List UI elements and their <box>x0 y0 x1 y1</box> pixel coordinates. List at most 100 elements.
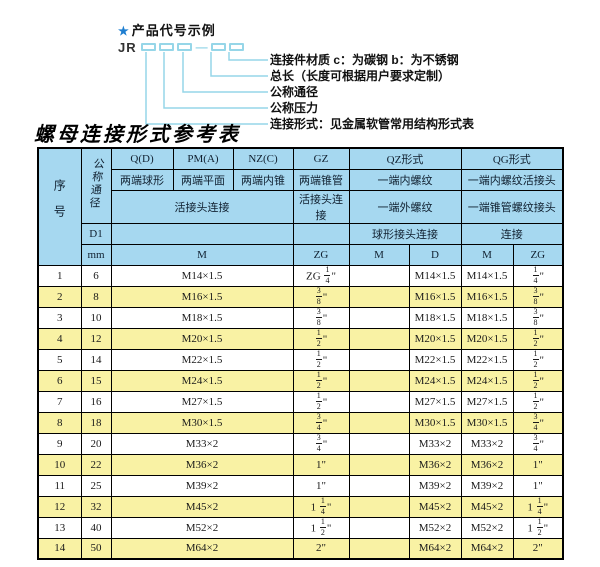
cell-dn: 14 <box>80 348 112 371</box>
cell-no: 1 <box>37 264 82 287</box>
table-row: 3 10 M18×1.5 3 8 " M18×1.5 M18×1.5 3 8 " <box>37 306 564 329</box>
table-row: 14 50 M64×2 2" M64×2 M64×2 2" <box>37 537 564 560</box>
cell-qz-d: M30×1.5 <box>408 411 462 434</box>
cell-qg-m: M45×2 <box>460 495 514 518</box>
header-qg-conn2: 连接 <box>460 222 564 245</box>
header-qg-conn: 一端锥管螺纹接头 <box>460 189 564 224</box>
cell-dn: 10 <box>80 306 112 329</box>
cell-dn: 20 <box>80 432 112 455</box>
cell-zg: 1 2 " <box>292 327 350 350</box>
cell-dn: 40 <box>80 516 112 539</box>
cell-qz-d: M36×2 <box>408 453 462 476</box>
cell-qg-m: M36×2 <box>460 453 514 476</box>
cell-qg-zg: 3 8 " <box>512 285 564 308</box>
cell-qz-d: M14×1.5 <box>408 264 462 287</box>
table-header: 序号 公称通径 Q(D) PM(A) NZ(C) GZ QZ形式 QG形式 两端… <box>37 147 564 266</box>
cell-qg-zg: 1 2 " <box>512 369 564 392</box>
cell-dn: 50 <box>80 537 112 560</box>
cell-zg: 1" <box>292 474 350 497</box>
code-box <box>228 43 244 51</box>
cell-qg-zg: 3 8 " <box>512 306 564 329</box>
cell-dn: 25 <box>80 474 112 497</box>
product-code-row: JR — <box>118 39 247 55</box>
cell-qz-d: M64×2 <box>408 537 462 560</box>
table-row: 6 15 M24×1.5 1 2 " M24×1.5 M24×1.5 1 2 " <box>37 369 564 392</box>
cell-qg-zg: 1" <box>512 453 564 476</box>
cell-zg: 1" <box>292 453 350 476</box>
cell-zg: 1 2 " <box>292 369 350 392</box>
cell-qg-m: M14×1.5 <box>460 264 514 287</box>
cell-zg: 3 8 " <box>292 285 350 308</box>
cell-qz-d: M20×1.5 <box>408 327 462 350</box>
cell-zg: 2" <box>292 537 350 560</box>
table-row: 13 40 M52×2 1 1 2 " M52×2 M52×2 1 1 2 " <box>37 516 564 539</box>
cell-qg-zg: 3 4 " <box>512 432 564 455</box>
table-row: 9 20 M33×2 3 4 " M33×2 M33×2 3 4 " <box>37 432 564 455</box>
cell-m: M27×1.5 <box>110 390 294 413</box>
header-m-unit: M <box>110 243 294 266</box>
cell-qg-zg: 1 2 " <box>512 348 564 371</box>
header-pm: PM(A) <box>172 147 234 170</box>
cell-qz-m <box>348 285 410 308</box>
header-qz-desc: 一端内螺纹 <box>348 168 462 191</box>
cell-dn: 16 <box>80 390 112 413</box>
cell-qz-m <box>348 264 410 287</box>
cell-no: 7 <box>37 390 82 413</box>
cell-qz-m <box>348 306 410 329</box>
cell-no: 11 <box>37 474 82 497</box>
cell-m: M36×2 <box>110 453 294 476</box>
cell-qz-d: M52×2 <box>408 516 462 539</box>
cell-dn: 15 <box>80 369 112 392</box>
cell-qg-zg: 1" <box>512 474 564 497</box>
cell-qg-m: M52×2 <box>460 516 514 539</box>
header-qg: QG形式 <box>460 147 564 170</box>
table-row: 1 6 M14×1.5 ZG 1 4 " M14×1.5 M14×1.5 1 4 " <box>37 264 564 287</box>
cell-qg-m: M22×1.5 <box>460 348 514 371</box>
legend-label-length: 总长（长度可根据用户要求定制） <box>270 69 451 83</box>
header-qd: Q(D) <box>110 147 174 170</box>
cell-no: 9 <box>37 432 82 455</box>
legend-label-material: 连接件材质 c：为碳钢 b：为不锈钢 <box>270 53 459 67</box>
cell-qz-d: M18×1.5 <box>408 306 462 329</box>
legend-label-connection: 连接形式：见金属软管常用结构形式表 <box>270 117 475 131</box>
cell-qz-m <box>348 453 410 476</box>
cell-qg-zg: 1 2 " <box>512 390 564 413</box>
cell-qg-m: M16×1.5 <box>460 285 514 308</box>
legend-title: 产品代号示例 <box>131 23 216 38</box>
code-box <box>158 43 174 51</box>
cell-m: M33×2 <box>110 432 294 455</box>
header-nz-desc: 两端内锥 <box>232 168 294 191</box>
table-row: 12 32 M45×2 1 1 4 " M45×2 M45×2 1 1 4 " <box>37 495 564 518</box>
cell-dn: 6 <box>80 264 112 287</box>
code-prefix: JR <box>118 39 137 55</box>
cell-m: M45×2 <box>110 495 294 518</box>
cell-no: 4 <box>37 327 82 350</box>
header-seq: 序号 <box>37 147 82 266</box>
cell-qg-zg: 1 4 " <box>512 264 564 287</box>
table-row: 11 25 M39×2 1" M39×2 M39×2 1" <box>37 474 564 497</box>
cell-qz-d: M39×2 <box>408 474 462 497</box>
cell-m: M52×2 <box>110 516 294 539</box>
cell-m: M14×1.5 <box>110 264 294 287</box>
cell-m: M22×1.5 <box>110 348 294 371</box>
cell-qg-zg: 1 1 2 " <box>512 516 564 539</box>
header-qz-m-unit: M <box>348 243 410 266</box>
cell-dn: 22 <box>80 453 112 476</box>
table-row: 7 16 M27×1.5 1 2 " M27×1.5 M27×1.5 1 2 " <box>37 390 564 413</box>
cell-no: 8 <box>37 411 82 434</box>
nut-connection-table: 序号 公称通径 Q(D) PM(A) NZ(C) GZ QZ形式 QG形式 两端… <box>37 147 565 560</box>
cell-no: 12 <box>37 495 82 518</box>
legend-label-diameter: 公称通径 <box>270 85 319 99</box>
header-qz-d-unit: D <box>408 243 462 266</box>
header-dn: 公称通径 <box>80 147 112 224</box>
cell-zg: 3 8 " <box>292 306 350 329</box>
table-row: 5 14 M22×1.5 1 2 " M22×1.5 M22×1.5 1 2 " <box>37 348 564 371</box>
code-box <box>210 43 226 51</box>
code-dash: — <box>195 40 208 54</box>
cell-qg-m: M27×1.5 <box>460 390 514 413</box>
header-mm: mm <box>80 243 112 266</box>
header-d1: D1 <box>80 222 112 245</box>
cell-m: M18×1.5 <box>110 306 294 329</box>
cell-qg-zg: 3 4 " <box>512 411 564 434</box>
cell-qz-m <box>348 390 410 413</box>
